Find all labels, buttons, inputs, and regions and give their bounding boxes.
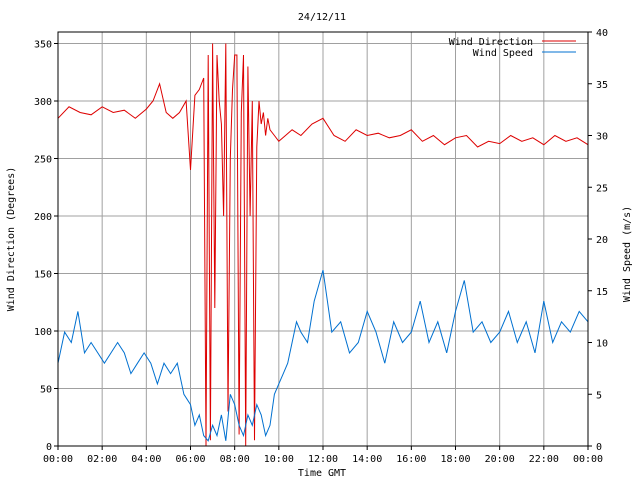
chart-title: 24/12/11 (298, 12, 346, 23)
x-tick-label: 10:00 (264, 454, 294, 465)
x-tick-label: 02:00 (87, 454, 117, 465)
legend-label: Wind Direction (449, 37, 533, 48)
y-left-tick-label: 300 (34, 97, 52, 108)
y-right-tick-label: 30 (596, 132, 608, 143)
x-tick-label: 08:00 (220, 454, 250, 465)
x-tick-label: 14:00 (352, 454, 382, 465)
y-right-tick-label: 10 (596, 339, 608, 350)
y-left-tick-label: 150 (34, 270, 52, 281)
x-tick-label: 00:00 (43, 454, 73, 465)
y-right-tick-label: 35 (596, 80, 608, 91)
x-tick-label: 16:00 (396, 454, 426, 465)
y-left-tick-label: 200 (34, 212, 52, 223)
y-right-tick-label: 40 (596, 28, 608, 39)
series-layer (57, 43, 589, 447)
grid (58, 32, 588, 446)
x-tick-label: 22:00 (529, 454, 559, 465)
y-axis-right-label: Wind Speed (m/s) (622, 206, 633, 302)
y-left-tick-label: 50 (40, 385, 52, 396)
x-tick-label: 20:00 (485, 454, 515, 465)
x-tick-label: 12:00 (308, 454, 338, 465)
y-left-tick-label: 350 (34, 40, 52, 51)
y-right-tick-label: 15 (596, 287, 608, 298)
y-right-tick-label: 20 (596, 235, 608, 246)
x-tick-label: 00:00 (573, 454, 603, 465)
y-left-tick-label: 0 (46, 442, 52, 453)
series-line-wind-speed (57, 269, 589, 442)
series-line-wind-direction (57, 43, 589, 447)
y-right-tick-label: 0 (596, 442, 602, 453)
y-right-tick-label: 25 (596, 183, 608, 194)
x-tick-label: 06:00 (175, 454, 205, 465)
legend-label: Wind Speed (473, 48, 533, 59)
x-tick-label: 18:00 (440, 454, 470, 465)
y-left-tick-label: 250 (34, 155, 52, 166)
y-axis-left-label: Wind Direction (Degrees) (6, 167, 17, 312)
y-left-tick-label: 100 (34, 327, 52, 338)
x-axis-label: Time GMT (298, 468, 346, 479)
y-right-tick-label: 5 (596, 390, 602, 401)
axis-ticks: 00:00 02:00 04:00 06:00 08:00 10:00 12:00 14:00… (34, 28, 608, 465)
x-tick-label: 04:00 (131, 454, 161, 465)
